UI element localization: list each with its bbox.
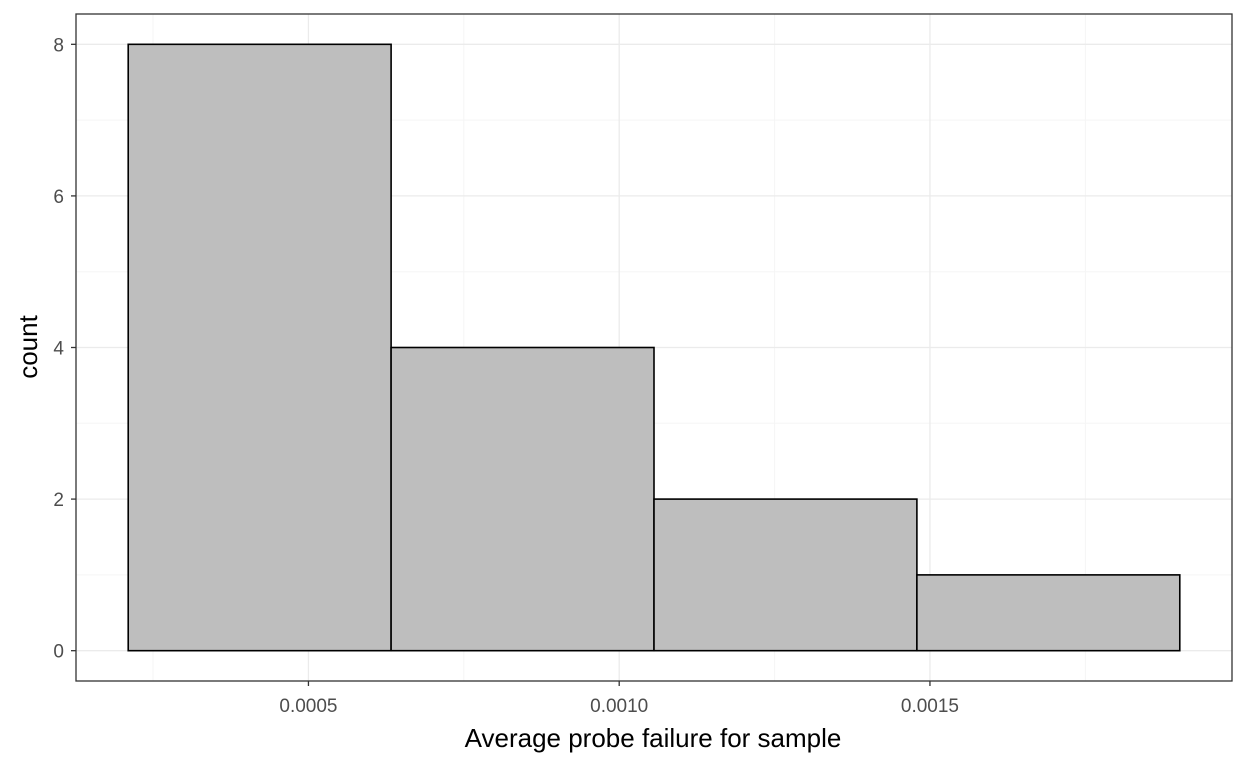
y-axis-ticks: 0 2 4 6 8: [53, 35, 76, 663]
x-axis-title: Average probe failure for sample: [465, 723, 842, 753]
histogram-bar-1: [127, 43, 392, 652]
y-tick-label: 8: [53, 35, 64, 56]
x-tick-label: 0.0010: [590, 696, 648, 717]
x-tick-label: 0.0005: [279, 696, 337, 717]
y-axis-title: count: [13, 314, 43, 378]
histogram-bar-3: [653, 498, 918, 652]
y-tick-label: 6: [53, 187, 64, 208]
x-axis-ticks: 0.0005 0.0010 0.0015: [279, 681, 959, 717]
x-tick-label: 0.0015: [901, 696, 959, 717]
y-tick-label: 2: [53, 490, 64, 511]
histogram-bar-2: [390, 346, 655, 652]
y-tick-label: 0: [53, 642, 64, 663]
y-tick-label: 4: [53, 339, 64, 360]
bars: [127, 43, 1181, 652]
histogram-bar-4: [916, 574, 1181, 652]
